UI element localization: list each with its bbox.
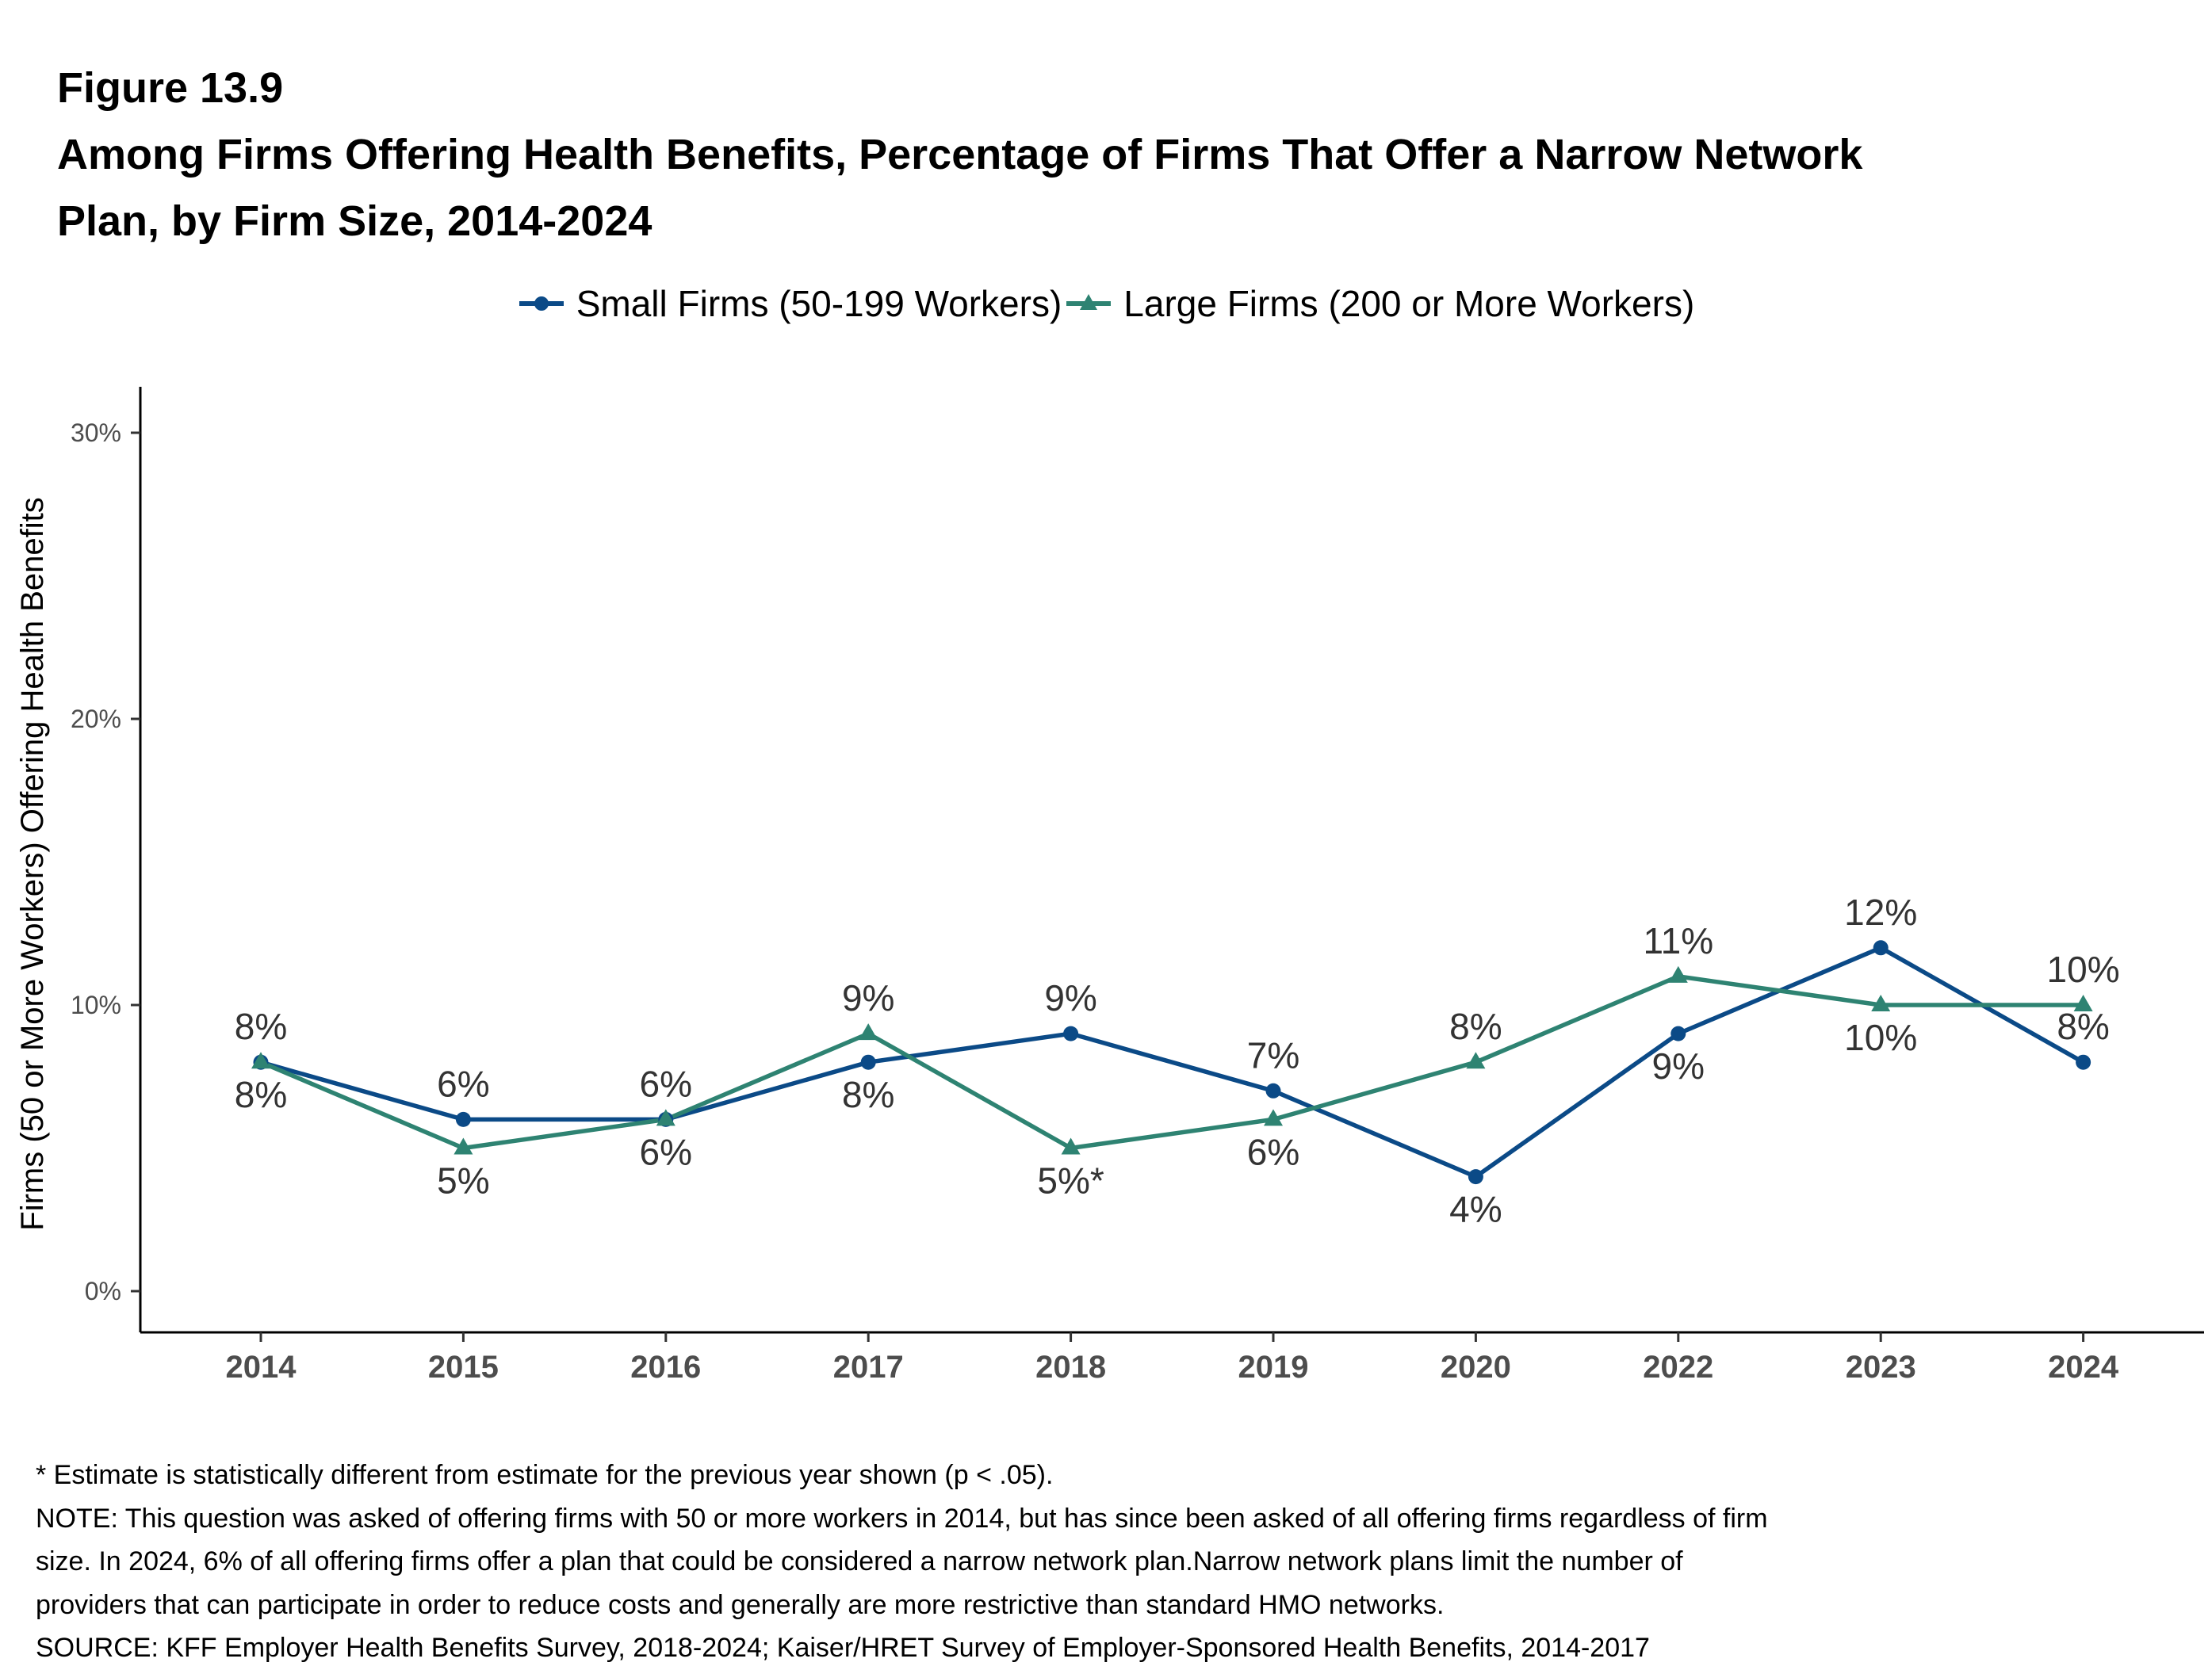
data-label: 8% [1449,1006,1502,1047]
data-label: 8% [235,1074,287,1115]
data-label: 9% [842,977,894,1018]
data-label: 8% [235,1006,287,1047]
data-label: 9% [1652,1045,1705,1087]
data-point-small-firms [455,1111,471,1127]
data-point-large-firms [1871,995,1891,1011]
legend-item-large-firms: Large Firms (200 or More Workers) [1065,282,1694,325]
x-tick-label: 2019 [1238,1350,1309,1385]
data-label: 8% [2057,1006,2109,1047]
data-label: 6% [640,1063,692,1104]
data-point-large-firms [859,1023,878,1041]
data-point-small-firms [1873,940,1889,956]
series-line-small-firms [260,946,2084,1179]
figure-label: Figure 13.9 [57,64,284,112]
footnote-significance: * Estimate is statistically different fr… [36,1460,1054,1490]
footnotes: * Estimate is statistically different fr… [36,1454,1768,1670]
data-label: 5%* [1037,1160,1104,1202]
data-label: 6% [640,1131,692,1172]
data-point-small-firms [2076,1054,2091,1070]
data-point-large-firms [1061,1137,1081,1155]
y-tick-label: 30% [71,418,121,447]
y-axis-title: Firms (50 or More Workers) Offering Heal… [15,497,50,1230]
data-point-small-firms [1670,1026,1686,1041]
x-tick-label: 2023 [1846,1350,1916,1385]
data-label: 6% [1247,1131,1299,1172]
y-tick-label: 0% [85,1277,121,1305]
data-label: 10% [2047,949,2120,990]
x-tick-label: 2014 [226,1350,297,1385]
legend: Small Firms (50-199 Workers) Large Firms… [0,282,2212,325]
legend-label: Large Firms (200 or More Workers) [1123,283,1695,324]
data-label: 11% [1643,920,1713,961]
footnote-source: SOURCE: KFF Employer Health Benefits Sur… [36,1633,1650,1663]
chart-title-line2: Plan, by Firm Size, 2014-2024 [57,197,653,245]
data-point-small-firms [1265,1083,1281,1099]
data-point-large-firms [2073,995,2093,1011]
data-label: 12% [1844,892,1917,933]
data-label: 4% [1449,1189,1502,1230]
data-label: 10% [1844,1017,1917,1058]
footnote-note-1: NOTE: This question was asked of offerin… [36,1503,1768,1534]
legend-label: Small Firms (50-199 Workers) [576,283,1062,324]
footnote-note-2: size. In 2024, 6% of all offering firms … [36,1546,1683,1576]
y-tick-label: 20% [71,705,121,733]
data-point-small-firms [1468,1169,1483,1185]
data-point-small-firms [1063,1026,1079,1041]
x-tick-label: 2015 [428,1350,499,1385]
data-label: 8% [842,1074,894,1115]
legend-triangle-marker-icon [1066,294,1112,310]
data-point-large-firms [656,1109,675,1126]
x-tick-label: 2024 [2048,1350,2119,1385]
data-label: 9% [1044,977,1096,1018]
data-point-large-firms [1668,965,1688,983]
data-label: 5% [437,1160,489,1202]
chart-title-line1: Among Firms Offering Health Benefits, Pe… [57,131,1863,178]
data-point-large-firms [1264,1109,1283,1126]
legend-circle-marker-icon [519,296,564,311]
x-tick-label: 2022 [1643,1350,1713,1385]
legend-item-small-firms: Small Firms (50-199 Workers) [518,282,1062,325]
data-label: 6% [437,1063,489,1104]
data-point-large-firms [1466,1052,1486,1069]
data-point-small-firms [860,1054,876,1070]
data-point-large-firms [251,1052,270,1069]
line-chart: Firms (50 or More Workers) Offering Heal… [15,387,2204,1385]
x-tick-label: 2018 [1035,1350,1106,1385]
axes [139,387,2204,1334]
data-point-large-firms [453,1137,473,1155]
data-label: 7% [1247,1034,1299,1076]
footnote-note-3: providers that can participate in order … [36,1589,1445,1620]
y-tick-label: 10% [71,991,121,1019]
x-tick-label: 2017 [833,1350,904,1385]
x-tick-label: 2020 [1441,1350,1511,1385]
x-tick-label: 2016 [630,1350,701,1385]
series-line-large-firms [259,974,2084,1151]
